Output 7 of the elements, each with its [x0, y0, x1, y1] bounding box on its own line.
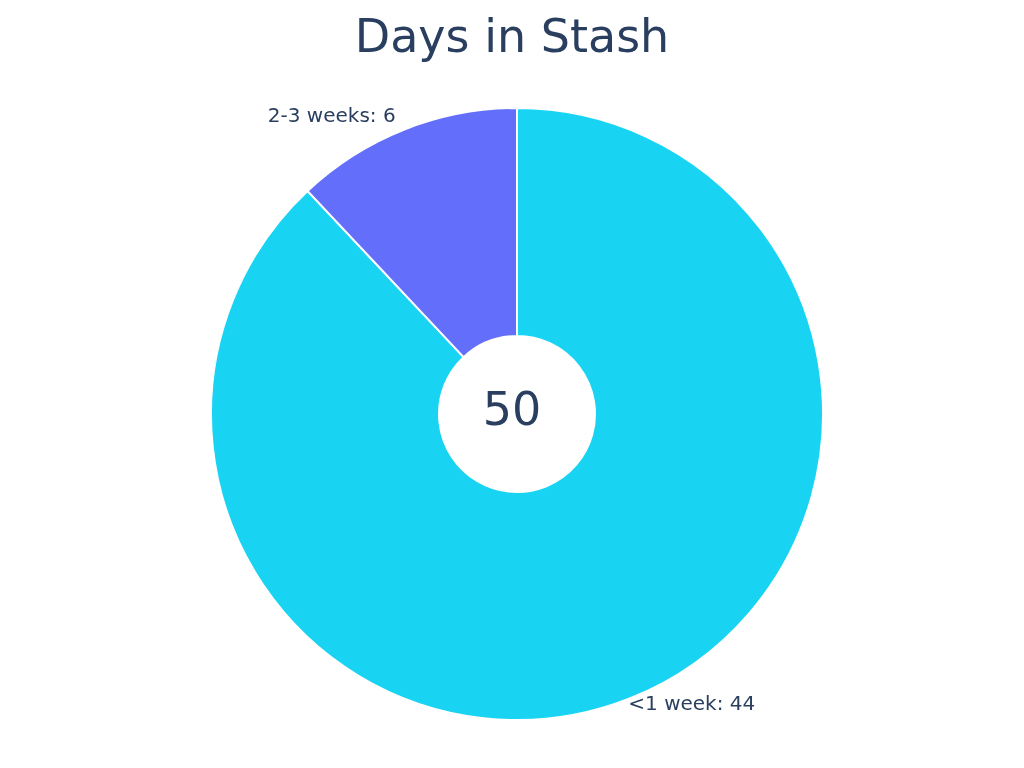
- data-label: : 44: [716, 690, 756, 715]
- chart-title: Days in Stash: [353, 8, 671, 65]
- text: 50: [481, 381, 543, 438]
- donut-slice: [210, 107, 824, 721]
- data-label: : 6: [369, 103, 396, 128]
- slice-label: <1 week: [628, 690, 717, 715]
- slice-label: 2-3 weeks: [267, 103, 370, 128]
